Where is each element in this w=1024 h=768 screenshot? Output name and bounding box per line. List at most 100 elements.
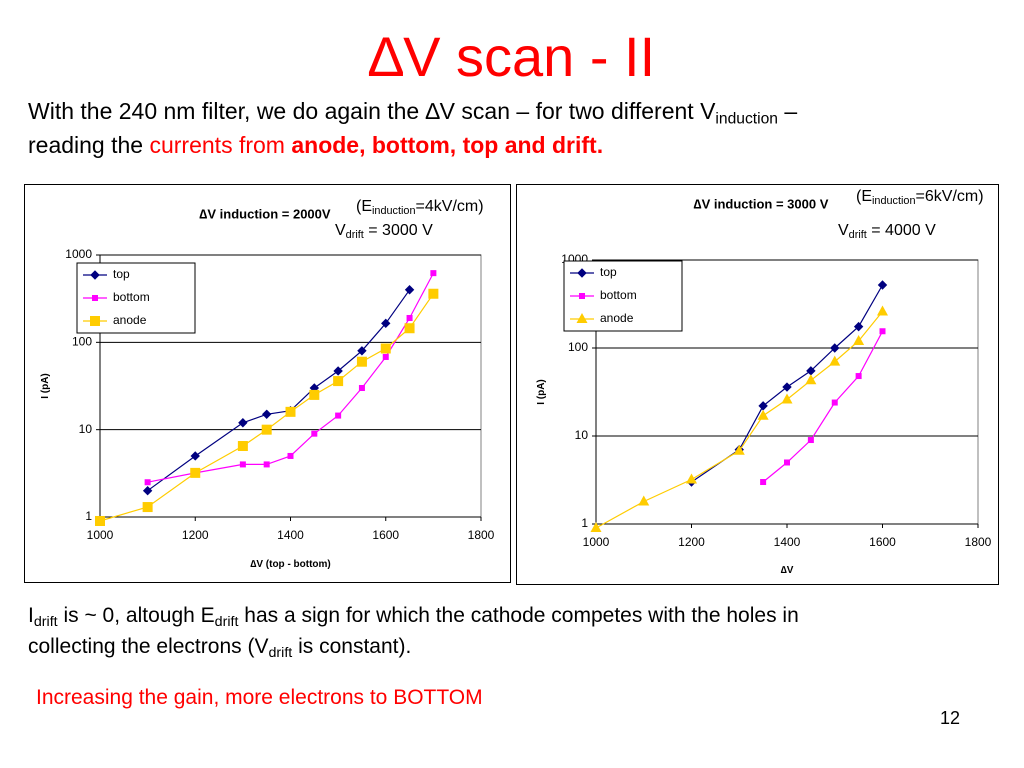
data-point-bottom [263, 461, 270, 468]
intro-line-2: reading the currents from anode, bottom,… [28, 128, 1008, 162]
data-point-anode [261, 424, 272, 435]
data-point-bottom [430, 270, 437, 277]
left-e-suffix: =4kV/cm) [415, 198, 484, 215]
series-line-top [147, 289, 411, 492]
left-v-sub: drift [345, 229, 364, 242]
series-top [686, 280, 888, 487]
legend-marker-top [577, 268, 587, 278]
legend-marker-anode [576, 313, 588, 323]
data-point-top [830, 343, 840, 353]
data-point-anode [309, 389, 320, 400]
x-axis-label: ∆V (top - bottom) [250, 559, 331, 570]
intro-line1-dash: – [777, 98, 798, 124]
slide-title: ∆V scan - II [368, 25, 656, 88]
data-point-anode [190, 467, 201, 478]
data-point-top [782, 382, 792, 392]
data-point-anode [404, 323, 415, 334]
series-line-bottom [762, 331, 884, 483]
data-point-anode [853, 335, 865, 346]
y-tick-label: 1 [85, 509, 92, 523]
data-point-anode [829, 355, 841, 366]
y-axis-label: I (pA) [40, 373, 51, 399]
right-v-suffix: = 4000 V [866, 222, 936, 239]
data-point-bottom [807, 437, 814, 444]
data-point-anode [237, 441, 248, 452]
y-axis-label: I (pA) [536, 379, 547, 405]
x-tick-label: 1400 [774, 535, 801, 549]
left-v-suffix: = 3000 V [363, 222, 433, 239]
x-axis-label: ∆V [781, 565, 794, 576]
note-p5: is constant). [292, 635, 412, 658]
left-e-prefix: (E [356, 198, 372, 215]
legend-label-anode: anode [113, 313, 147, 327]
page-number: 12 [940, 708, 961, 728]
data-point-bottom [335, 412, 342, 419]
series-line-top [691, 284, 884, 483]
data-point-bottom [144, 479, 151, 486]
left-v-prefix: V [335, 222, 346, 239]
legend: top bottom anode [563, 260, 683, 332]
data-point-bottom [855, 373, 862, 380]
x-tick-label: 1600 [372, 528, 399, 542]
x-tick-label: 1000 [583, 535, 610, 549]
legend-label-bottom: bottom [113, 290, 150, 304]
data-point-top [381, 318, 391, 329]
x-tick-label: 1800 [468, 528, 495, 542]
chart-right-frame: ∆V induction = 3000 V 1 10 100 1000 1000 1200 1… [516, 184, 999, 585]
x-tick-label: 1400 [277, 528, 304, 542]
left-e-sub: induction [372, 205, 416, 218]
data-point-bottom [311, 430, 318, 437]
data-point-anode [356, 356, 367, 367]
data-point-top [238, 418, 248, 428]
data-point-anode [733, 444, 745, 455]
x-tick-label: 1600 [869, 535, 896, 549]
data-point-bottom [287, 452, 294, 459]
data-point-bottom [879, 328, 886, 335]
note-p2: is ~ 0, altough E [57, 604, 215, 627]
data-point-anode [142, 502, 153, 513]
data-point-top [853, 321, 864, 332]
conclusion-text: Increasing the gain, more electrons to B… [36, 686, 483, 709]
data-point-bottom [406, 314, 413, 321]
legend-marker-bottom [92, 295, 98, 301]
series-line-anode [595, 311, 883, 529]
legend-marker-bottom [579, 293, 585, 299]
intro-line2-red: currents from [149, 132, 292, 158]
data-point-top [877, 280, 888, 290]
x-tick-label: 1200 [182, 528, 209, 542]
y-tick-label: 10 [79, 422, 93, 436]
y-tick-label: 10 [575, 428, 589, 442]
intro-text: With the 240 nm filter, we do again the … [28, 94, 1008, 162]
data-point-anode [686, 473, 697, 484]
data-point-bottom [831, 399, 838, 406]
data-point-anode [333, 376, 344, 387]
legend: top bottom anode [76, 262, 196, 334]
legend-label-top: top [113, 267, 130, 281]
note-text: Idrift is ~ 0, altough Edrift has a sign… [28, 600, 1008, 662]
intro-line-1: With the 240 nm filter, we do again the … [28, 94, 1008, 128]
intro-line1-text: With the 240 nm filter, we do again the … [28, 98, 716, 124]
y-tick-label: 100 [568, 340, 588, 354]
data-point-top [404, 285, 415, 295]
right-e-sub: induction [872, 195, 916, 208]
data-point-anode [428, 288, 439, 299]
note-p4-sub: drift [268, 644, 293, 661]
data-point-top [190, 451, 200, 461]
data-point-anode [781, 393, 793, 404]
data-point-anode [877, 305, 888, 316]
series-anode [590, 305, 888, 533]
right-e-suffix: =6kV/cm) [915, 188, 984, 205]
series-bottom [760, 328, 886, 486]
right-e-prefix: (E [856, 188, 872, 205]
intro-line2-text: reading the [28, 132, 150, 158]
note-p3: has a sign for which the cathode compete… [238, 604, 799, 627]
data-point-anode [757, 409, 769, 420]
data-point-bottom [358, 384, 365, 391]
legend-label-anode: anode [600, 311, 634, 325]
y-tick-label: 1000 [65, 247, 92, 261]
data-point-bottom [760, 479, 767, 486]
legend-marker-top [90, 270, 100, 280]
x-tick-label: 1800 [965, 535, 992, 549]
data-point-anode [380, 343, 391, 354]
